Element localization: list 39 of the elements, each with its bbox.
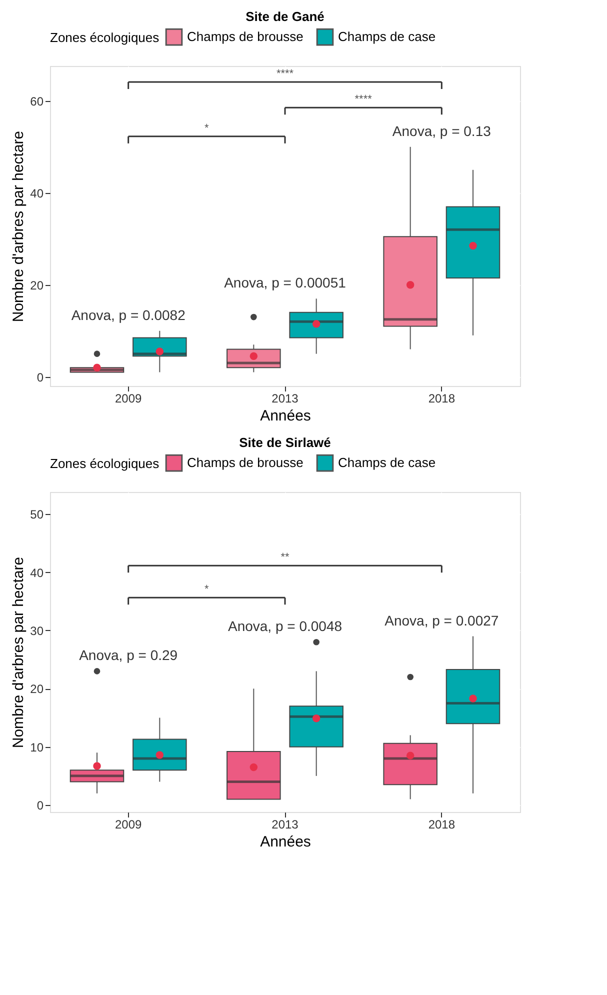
legend-label: Champs de case — [338, 29, 436, 44]
chart-title: Site de Sirlawé — [239, 435, 331, 450]
annotation: **** — [276, 68, 294, 80]
legend-label: Champs de brousse — [187, 29, 304, 44]
x-tick-label: 2009 — [114, 392, 142, 406]
y-tick-label: 0 — [36, 798, 44, 813]
y-tick-label: 20 — [30, 278, 44, 292]
y-tick-label: 10 — [30, 740, 44, 754]
y-tick-label: 40 — [30, 566, 44, 580]
y-axis-title: Nombre d'arbres par hectare — [10, 556, 28, 748]
x-tick-label: 2018 — [428, 818, 456, 832]
x-tick-label: 2009 — [114, 818, 142, 832]
chart-title: Site de Gané — [246, 9, 324, 24]
annotation: * — [204, 584, 210, 596]
x-tick-label: 2013 — [272, 392, 299, 406]
annotation: Anova, p = 0.0048 — [228, 618, 342, 634]
y-tick-label: 60 — [30, 94, 44, 108]
annotation: Anova, p = 0.29 — [79, 647, 178, 664]
legend-title: Zones écologiques — [50, 456, 160, 471]
annotation: Anova, p = 0.0027 — [384, 612, 499, 628]
legend-label: Champs de brousse — [187, 455, 304, 470]
y-axis-title: Nombre d'arbres par hectare — [10, 130, 28, 322]
annotation: ** — [280, 552, 290, 564]
y-tick-label: 50 — [30, 508, 44, 522]
x-tick-label: 2018 — [428, 392, 456, 406]
legend-title: Zones écologiques — [50, 30, 160, 45]
y-tick-label: 0 — [36, 370, 44, 384]
annotation: * — [204, 122, 210, 134]
x-axis-title: Années — [260, 834, 311, 850]
annotation: Anova, p = 0.13 — [392, 122, 492, 139]
annotation: Anova, p = 0.00051 — [224, 274, 346, 291]
y-tick-label: 20 — [30, 682, 44, 696]
x-tick-label: 2013 — [272, 818, 299, 832]
annotation: Anova, p = 0.0082 — [71, 306, 186, 323]
legend-label: Champs de case — [338, 455, 436, 470]
y-tick-label: 30 — [30, 624, 44, 638]
y-tick-label: 40 — [30, 186, 44, 200]
annotation: **** — [354, 94, 373, 106]
x-axis-title: Années — [260, 408, 311, 424]
